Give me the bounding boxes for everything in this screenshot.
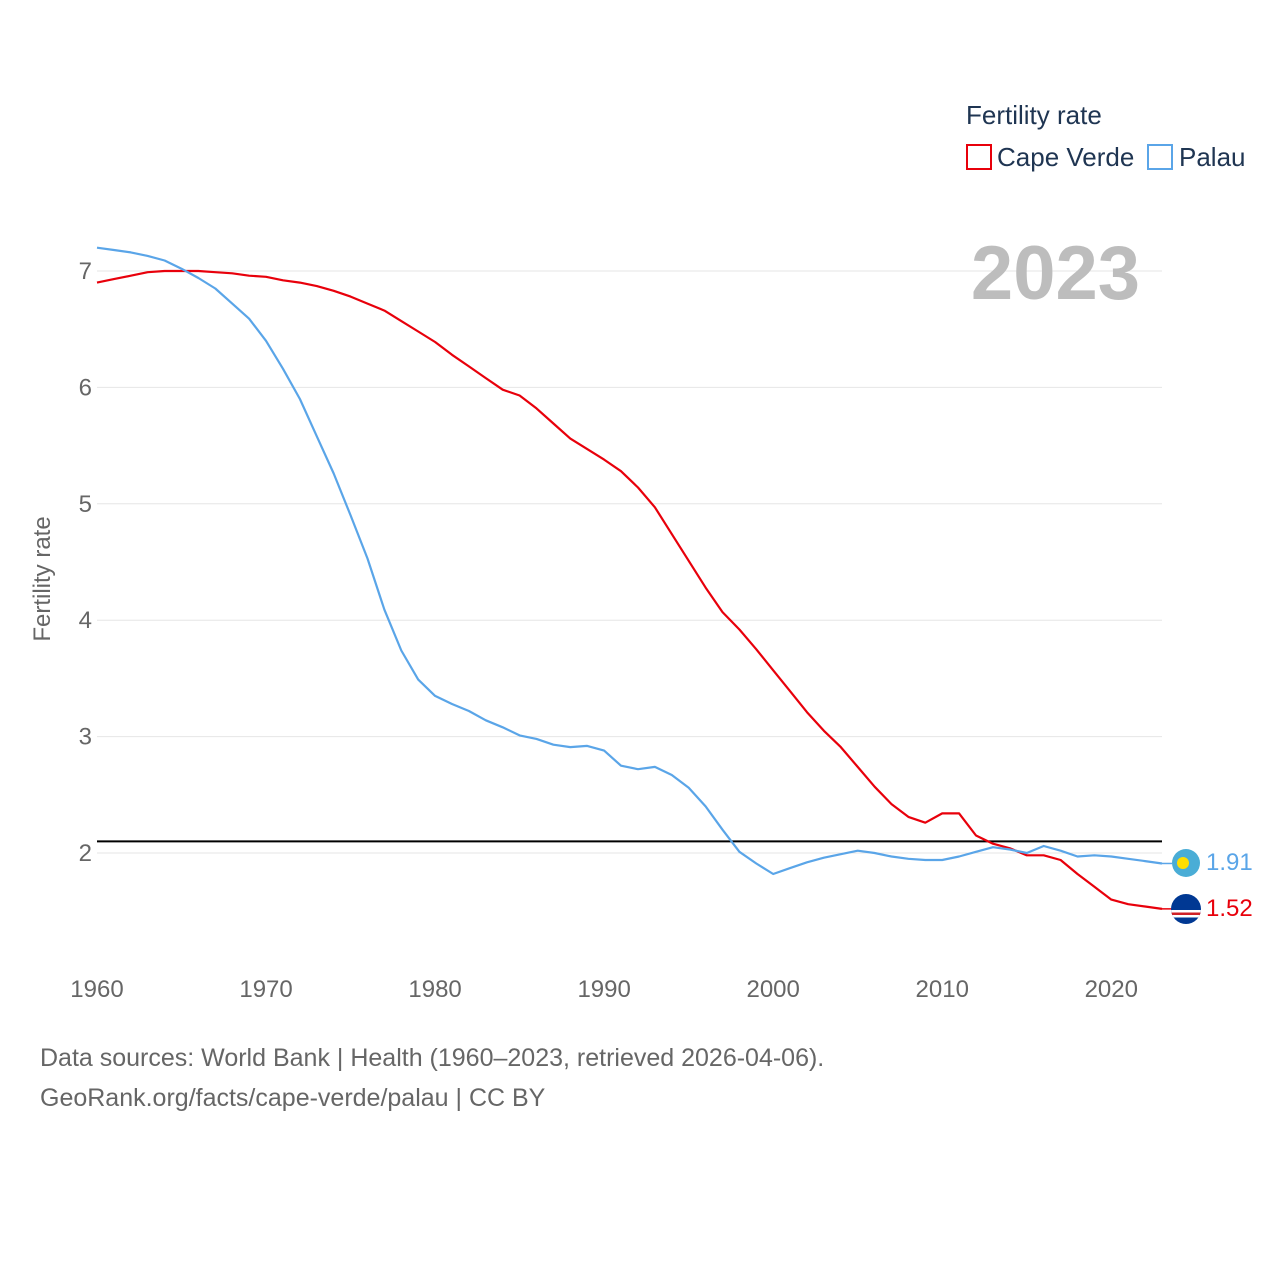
y-tick-label: 6 xyxy=(79,374,92,401)
legend-title: Fertility rate xyxy=(966,100,1102,130)
x-tick-label: 1970 xyxy=(239,976,292,1003)
legend: Fertility rate Cape Verde Palau xyxy=(966,100,1246,172)
cape-verde-end-value: 1.52 xyxy=(1206,895,1253,922)
legend-item-cape-verde[interactable]: Cape Verde xyxy=(966,142,1134,172)
series-line-cape-verde[interactable] xyxy=(96,269,1163,910)
x-tick-label: 2010 xyxy=(916,976,969,1003)
legend-label-cape-verde: Cape Verde xyxy=(997,142,1134,172)
x-tick-label: 1960 xyxy=(70,976,123,1003)
axis-labels: 2 3 4 5 6 7 1960 1970 1980 1990 2000 2010 2020 xyxy=(70,258,1138,1003)
x-tick-label: 1980 xyxy=(408,976,461,1003)
x-tick-label: 2020 xyxy=(1085,976,1138,1003)
series-layer xyxy=(96,246,1172,910)
palau-flag-icon xyxy=(1172,849,1200,877)
legend-swatch-palau xyxy=(1147,144,1173,170)
y-axis-label: Fertility rate xyxy=(29,516,56,641)
series-line-palau[interactable] xyxy=(96,246,1163,876)
cape-verde-flag-icon xyxy=(1171,894,1201,924)
palau-end-value: 1.91 xyxy=(1206,849,1253,876)
fertility-rate-chart: 2 3 4 5 6 7 1960 1970 1980 1990 2000 2010 2020 Ferti… xyxy=(29,100,1253,1003)
legend-label-palau: Palau xyxy=(1179,142,1246,172)
y-tick-label: 2 xyxy=(79,840,92,867)
y-tick-label: 4 xyxy=(79,607,92,634)
x-tick-label: 2000 xyxy=(746,976,799,1003)
legend-item-palau[interactable]: Palau xyxy=(1147,142,1246,172)
y-tick-label: 5 xyxy=(79,491,92,518)
x-tick-label: 1990 xyxy=(577,976,630,1003)
data-sources-text: Data sources: World Bank | Health (1960–… xyxy=(40,1044,825,1072)
y-tick-label: 7 xyxy=(79,258,92,285)
y-tick-label: 3 xyxy=(79,724,92,751)
legend-swatch-cape-verde xyxy=(966,144,992,170)
attribution-text: GeoRank.org/facts/cape-verde/palau | CC … xyxy=(40,1084,546,1112)
current-year-label: 2023 xyxy=(971,231,1140,316)
gridlines xyxy=(97,270,1162,854)
